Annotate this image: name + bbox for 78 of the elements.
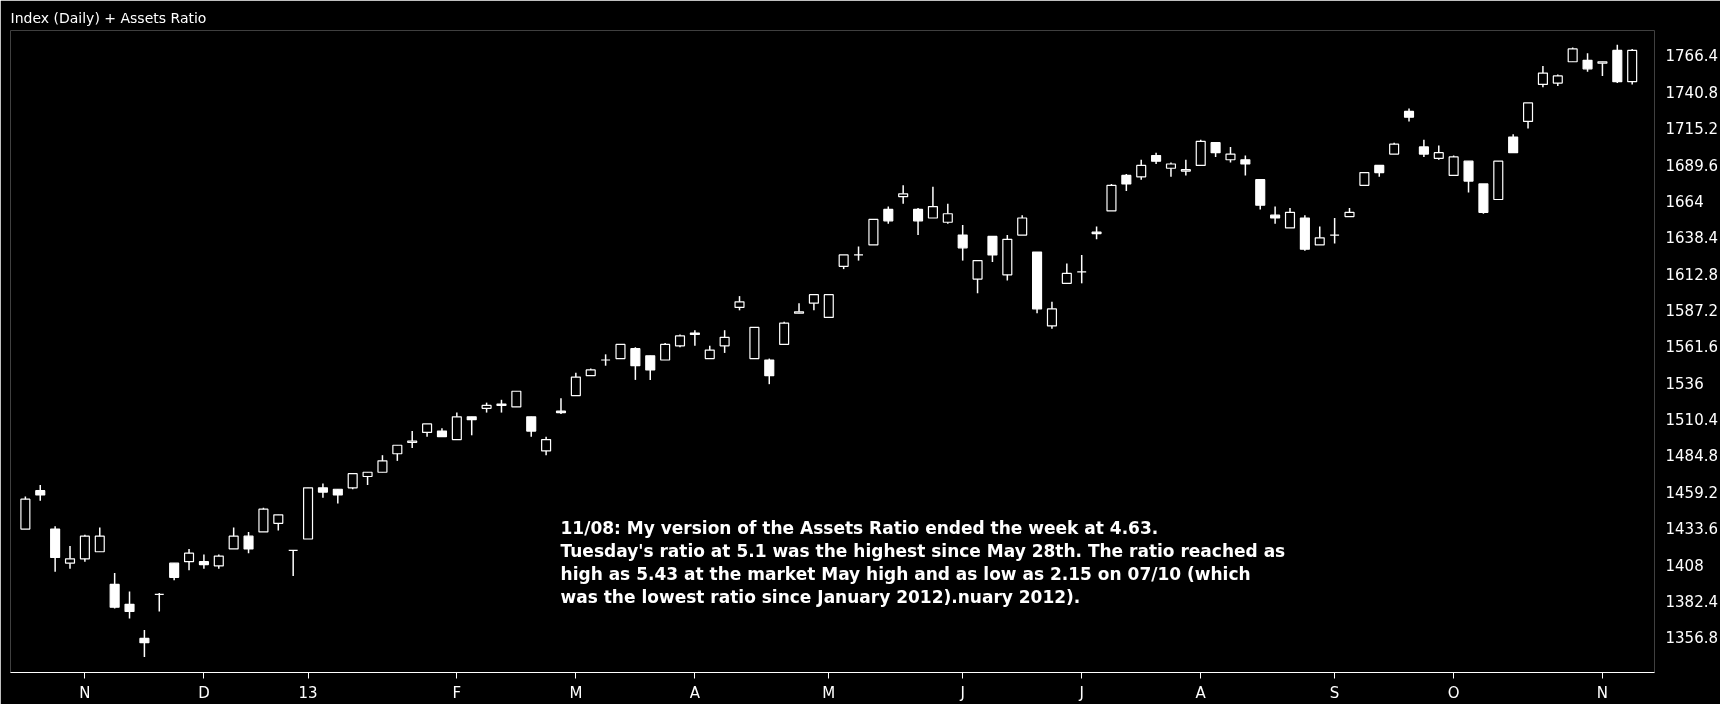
candlestick: [466, 416, 477, 437]
y-tick-label: 1587.2: [1665, 302, 1718, 321]
x-tick-label: F: [452, 683, 462, 702]
candlestick: [764, 357, 775, 385]
candlestick: [1314, 225, 1325, 246]
candlestick: [689, 329, 700, 347]
candlestick: [109, 572, 120, 610]
candlestick: [1270, 205, 1281, 225]
candlestick: [1508, 133, 1519, 154]
y-tick-label: 1766.4: [1665, 47, 1718, 66]
x-tick-label: A: [689, 683, 701, 702]
candlestick: [139, 629, 150, 658]
candlestick: [541, 435, 552, 456]
candlestick: [912, 207, 924, 236]
candlestick: [570, 372, 581, 397]
x-tick-label: J: [1078, 683, 1084, 702]
candlestick: [1061, 262, 1072, 285]
candlestick: [1522, 102, 1534, 130]
y-tick-label: 1408: [1665, 556, 1704, 575]
y-tick-label: 1638.4: [1665, 229, 1718, 248]
candlestick: [228, 526, 239, 550]
candlestick: [1284, 207, 1296, 229]
y-tick-label: 1484.8: [1665, 447, 1718, 466]
x-tick-label: J: [959, 683, 965, 702]
y-tick-label: 1356.8: [1665, 629, 1718, 648]
candlestick: [124, 590, 135, 620]
y-tick-label: 1664: [1665, 192, 1704, 211]
candlestick: [1240, 154, 1251, 177]
x-tick-label: D: [198, 683, 210, 702]
candlestick: [793, 302, 805, 314]
candlestick: [451, 411, 462, 441]
candlestick: [407, 430, 418, 449]
x-tick-label: N: [1596, 683, 1609, 702]
x-tick-label: M: [569, 683, 583, 702]
y-tick-label: 1612.8: [1665, 265, 1718, 284]
candlestick: [198, 553, 209, 570]
y-tick-label: 1740.8: [1665, 83, 1718, 102]
candlestick: [1046, 301, 1058, 330]
y-tick-label: 1689.6: [1665, 156, 1718, 175]
chart-title: Index (Daily) + Assets Ratio: [10, 9, 207, 26]
x-tick-label: O: [1447, 683, 1460, 702]
x-tick-label: S: [1329, 683, 1340, 702]
candlestick: [1017, 214, 1028, 236]
candlestick: [942, 203, 953, 225]
candlestick: [64, 545, 76, 570]
x-tick-label: M: [822, 683, 836, 702]
y-tick-label: 1536: [1665, 374, 1704, 393]
y-tick-label: 1459.2: [1665, 483, 1718, 502]
candlestick: [1448, 154, 1459, 177]
y-tick-label: 1561.6: [1665, 338, 1718, 357]
candlestick: [927, 185, 938, 219]
candlestick: [1180, 159, 1191, 177]
candlestick: [630, 346, 641, 381]
candlestick: [645, 355, 656, 381]
y-tick-label: 1510.4: [1665, 411, 1718, 430]
candlestick: [823, 294, 834, 319]
candlestick: [1537, 65, 1548, 89]
candlestick: [94, 526, 105, 553]
x-tick-label: A: [1195, 683, 1207, 702]
y-tick-label: 1715.2: [1665, 120, 1718, 139]
y-tick-label: 1382.4: [1665, 592, 1718, 611]
candlestick: [258, 506, 269, 533]
x-tick-label: N: [79, 683, 91, 702]
candlestick: [972, 259, 983, 295]
candlestick: [1582, 52, 1593, 73]
candlestick: [526, 416, 537, 438]
candlestick: [1463, 160, 1474, 194]
candlestick: [183, 548, 195, 571]
y-tick-label: 1433.6: [1665, 520, 1718, 539]
candlestick: [79, 533, 90, 563]
candlestick: [987, 235, 998, 263]
candlestick: [1136, 159, 1147, 181]
candlestick: [957, 224, 968, 262]
candlestick: [719, 329, 730, 354]
x-tick-label: 13: [298, 683, 318, 702]
candlestick: [243, 531, 254, 554]
candlestick: [898, 184, 909, 205]
annotation: 11/08: My version of the Assets Ratio ended the week at 4.63. Tuesday's ratio at 5.1 was the highest since May 28th. The ratio reached as high as 5.43 at the market May high and as low as 2.15 on 07/10 (which was the lowest ratio since January 2012).nuary 2012).: [560, 518, 1286, 608]
